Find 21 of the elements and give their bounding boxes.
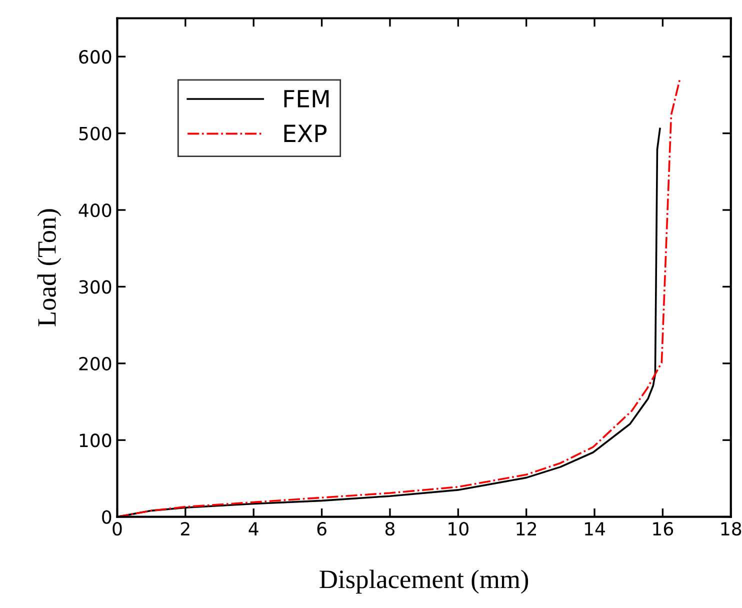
x-tick-label: 2 [180,522,190,536]
y-tick-label: 500 [79,126,112,140]
x-tick-label: 4 [248,522,258,536]
y-tick-label: 400 [78,203,112,218]
y-tick-label: 200 [79,356,112,371]
y-tick-label: 100 [80,434,112,448]
x-tick-label: 18 [721,522,742,536]
x-tick-label: 8 [385,522,394,536]
y-tick-label: 0 [102,510,112,524]
legend-label: FEM [284,90,329,108]
x-tick-label: 14 [585,522,605,536]
x-tick-label: 10 [448,522,468,536]
x-tick-label: 16 [653,522,674,536]
y-axis-title: Load (Ton) [37,209,62,326]
y-tick-label: 300 [79,280,112,294]
x-tick-label: 6 [317,522,326,536]
y-tick-label: 600 [79,50,112,64]
x-tick-label: 12 [516,522,536,536]
legend-label: EXP [284,124,327,142]
x-axis-title: Displacement (mm) [320,570,528,594]
x-tick-label: 0 [112,522,122,536]
